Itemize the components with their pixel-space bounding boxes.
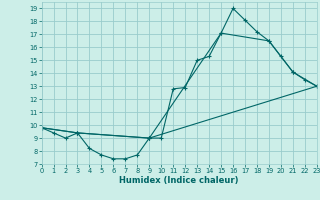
X-axis label: Humidex (Indice chaleur): Humidex (Indice chaleur)	[119, 176, 239, 185]
